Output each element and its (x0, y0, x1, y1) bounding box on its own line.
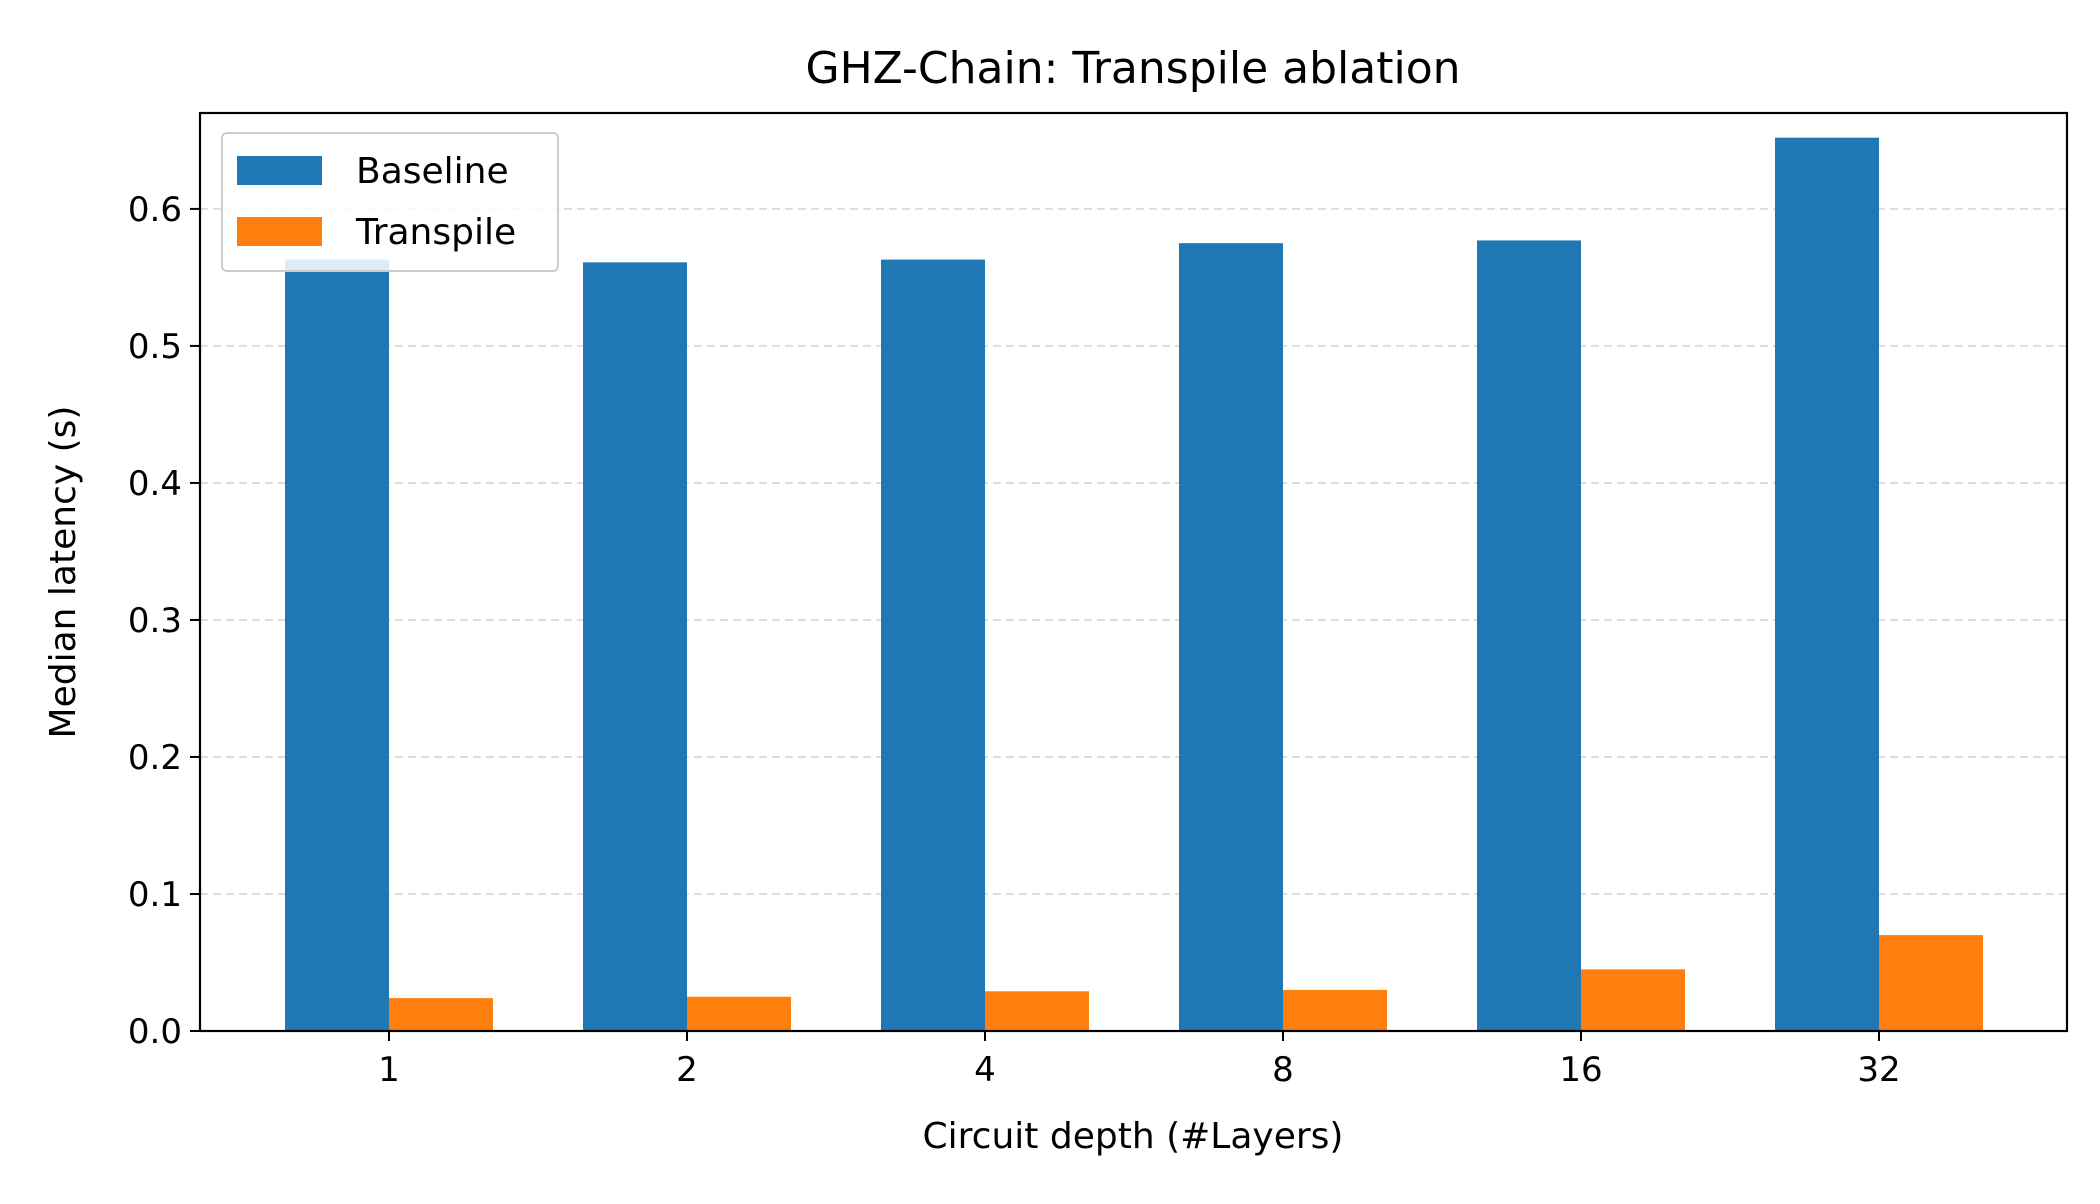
bar-transpile (687, 996, 791, 1031)
bar-baseline (881, 259, 985, 1031)
x-tick-label: 16 (1559, 1050, 1602, 1090)
y-tick-label: 0.6 (128, 190, 182, 230)
bar-transpile (389, 998, 493, 1031)
x-axis-ticks: 1 2 4 8 16 32 (378, 1031, 1901, 1090)
legend: Baseline Transpile (221, 132, 559, 272)
bar-baseline (1477, 240, 1581, 1031)
y-axis-label: Median latency (s) (43, 406, 84, 739)
x-tick-label: 8 (1272, 1050, 1294, 1090)
y-tick-label: 0.3 (128, 601, 182, 641)
y-tick-label: 0.5 (128, 327, 182, 367)
bar-transpile (1581, 969, 1685, 1031)
legend-label: Baseline (356, 151, 509, 192)
bar-baseline (1775, 137, 1879, 1031)
legend-swatch (237, 217, 322, 246)
x-tick-label: 4 (974, 1050, 996, 1090)
y-tick-label: 0.0 (128, 1012, 182, 1052)
y-tick-label: 0.2 (128, 738, 182, 778)
bar-transpile (985, 991, 1089, 1031)
legend-swatch (237, 156, 322, 185)
bars (285, 137, 1983, 1031)
plot-frame (198, 111, 2069, 1033)
x-tick-label: 32 (1857, 1050, 1900, 1090)
bar-transpile (1283, 989, 1387, 1031)
x-tick-label: 1 (378, 1050, 400, 1090)
bar-baseline (285, 259, 389, 1031)
x-axis-label: Circuit depth (#Layers) (923, 1116, 1344, 1157)
x-tick-label: 2 (676, 1050, 698, 1090)
y-tick-label: 0.1 (128, 875, 182, 915)
chart-title: GHZ-Chain: Transpile ablation (806, 43, 1461, 94)
bar-transpile (1879, 935, 1983, 1031)
legend-label: Transpile (355, 212, 516, 253)
bar-baseline (1179, 243, 1283, 1031)
y-axis-ticks: 0.0 0.1 0.2 0.3 0.4 0.5 0.6 (128, 190, 200, 1052)
bar-baseline (583, 262, 687, 1031)
y-tick-label: 0.4 (128, 464, 182, 504)
